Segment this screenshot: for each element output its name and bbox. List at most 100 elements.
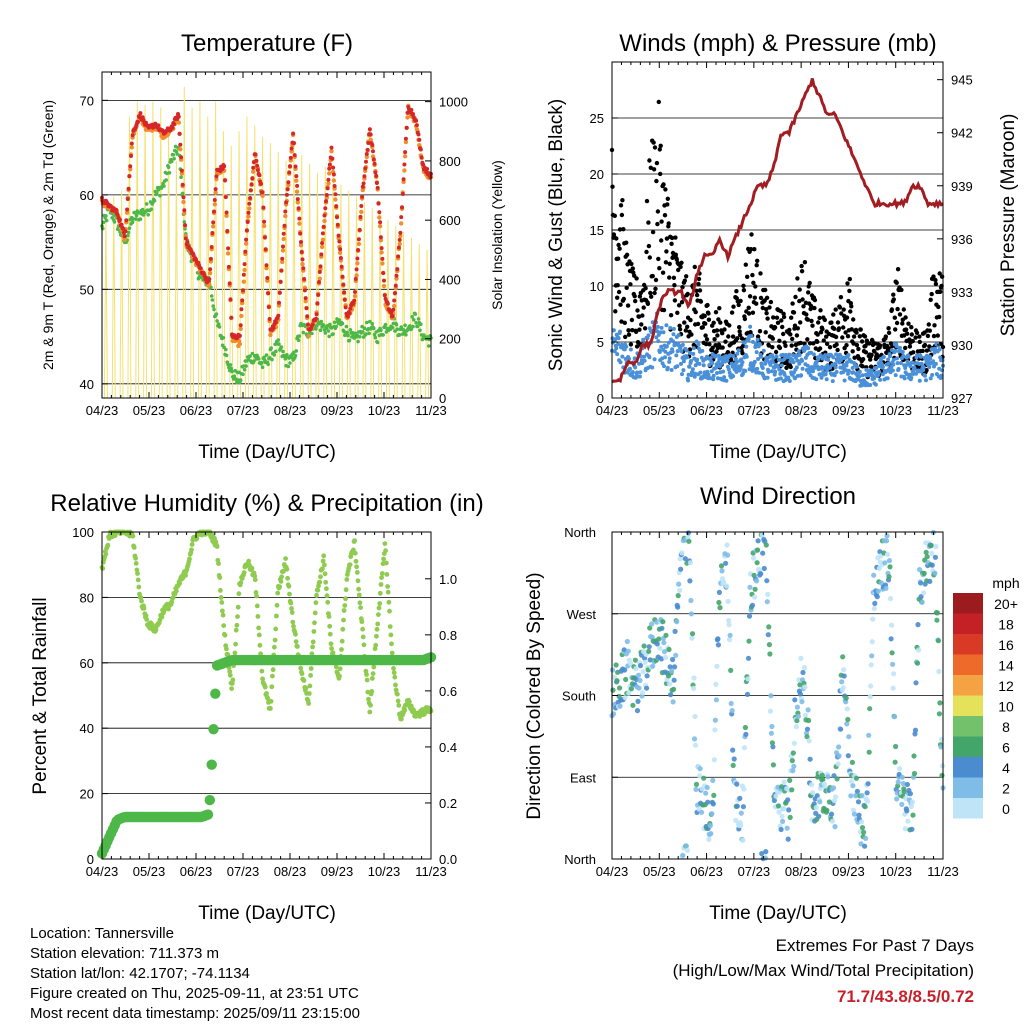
- rh-point: [352, 550, 358, 556]
- temp-9m-point: [281, 244, 285, 249]
- direction-point: [743, 731, 749, 737]
- wind-point: [721, 369, 726, 374]
- gust-point: [693, 309, 698, 315]
- rh-point: [227, 669, 233, 674]
- gust-point: [745, 274, 750, 279]
- wind-point: [811, 352, 816, 357]
- solar-spike: [338, 184, 343, 399]
- rh-point: [229, 686, 235, 691]
- wind-point: [646, 333, 651, 338]
- temp-9m-point: [246, 210, 251, 215]
- temp-2m-point: [327, 171, 332, 176]
- rh-point: [320, 558, 326, 564]
- wind-point: [888, 354, 892, 359]
- wind-point: [854, 364, 859, 369]
- gust-point: [851, 341, 856, 346]
- direction-point: [710, 801, 716, 807]
- direction-point: [646, 644, 652, 650]
- gust-point: [757, 329, 763, 334]
- direction-point: [806, 738, 812, 744]
- y2-tick-label: 0.4: [439, 740, 457, 755]
- temp-9m-point: [331, 165, 336, 170]
- wind-point: [822, 365, 827, 370]
- gust-point: [925, 333, 931, 339]
- y2-tick-label: 930: [951, 338, 973, 353]
- direction-point: [685, 534, 691, 541]
- temp-2m-point: [298, 243, 304, 248]
- y-tick-label: 50: [80, 282, 94, 297]
- gust-point: [917, 334, 922, 339]
- temp-9m-point: [416, 132, 421, 137]
- gust-point: [623, 334, 628, 340]
- dewpoint-point: [390, 325, 395, 330]
- temp-9m-point: [242, 262, 247, 267]
- rh-point: [194, 536, 200, 541]
- temp-2m-series: [99, 103, 434, 349]
- direction-point: [706, 836, 712, 843]
- precip-series: [96, 652, 437, 859]
- wind-pressure-panel: Winds (mph) & Pressure (mb) 04/23 05/23 06…: [546, 30, 1019, 463]
- wind-point: [760, 366, 765, 370]
- gust-point: [835, 347, 840, 353]
- dewpoint-point: [403, 323, 407, 328]
- gust-point: [624, 285, 629, 290]
- temp-9m-point: [353, 276, 358, 281]
- wind-point: [697, 361, 702, 366]
- precip-point: [208, 724, 219, 735]
- gust-point: [802, 260, 808, 265]
- gust-point: [790, 301, 795, 306]
- legend-swatch: [953, 654, 983, 675]
- dewpoint-point: [373, 335, 378, 340]
- dewpoint-point: [279, 345, 284, 349]
- rh-point: [159, 614, 165, 620]
- solar-spike: [182, 86, 187, 399]
- temp-9m-point: [247, 201, 252, 206]
- gust-point: [935, 333, 940, 338]
- dewpoint-point: [260, 365, 265, 370]
- solar-ylabel: Solar Insolation (Yellow): [489, 160, 505, 310]
- temp-9m-point: [287, 170, 292, 175]
- rh-point: [303, 685, 309, 691]
- temp-9m-point: [240, 298, 245, 303]
- gust-point: [859, 339, 865, 344]
- direction-point: [834, 776, 840, 782]
- wind-point: [758, 342, 762, 347]
- solar-spike: [401, 232, 406, 399]
- gust-point: [633, 329, 639, 334]
- temp-2m-point: [246, 214, 251, 219]
- wind-point: [774, 354, 779, 359]
- direction-point: [829, 818, 836, 824]
- direction-point: [872, 600, 878, 607]
- direction-point: [830, 785, 837, 791]
- wind-point: [921, 365, 926, 370]
- temp-9m-point: [288, 155, 293, 160]
- wind-point: [850, 365, 855, 370]
- direction-point: [795, 713, 802, 720]
- wind-point: [638, 370, 643, 375]
- direction-point: [790, 750, 796, 756]
- gust-point: [804, 312, 809, 317]
- legend-swatch: [953, 593, 983, 614]
- dewpoint-point: [412, 318, 416, 322]
- wind-point: [735, 351, 740, 356]
- wind-point: [833, 365, 838, 370]
- footer-location: Location: Tannersville: [30, 925, 174, 942]
- direction-point: [905, 818, 911, 824]
- temp-9m-point: [248, 196, 253, 200]
- dewpoint-point: [140, 207, 145, 212]
- rh-point: [274, 602, 280, 608]
- wind-point: [845, 360, 849, 365]
- rh-point: [385, 584, 390, 589]
- rh-point: [307, 683, 313, 689]
- temp-9m-point: [292, 153, 297, 158]
- direction-point: [667, 664, 673, 670]
- gust-point: [664, 249, 669, 254]
- temp-9m-point: [263, 247, 268, 252]
- direction-point: [764, 599, 770, 605]
- rh-point: [377, 601, 383, 606]
- direction-point: [865, 781, 871, 787]
- dewpoint-point: [328, 322, 332, 327]
- direction-point: [656, 636, 662, 642]
- wind-point: [711, 377, 716, 382]
- wind-point: [893, 373, 898, 378]
